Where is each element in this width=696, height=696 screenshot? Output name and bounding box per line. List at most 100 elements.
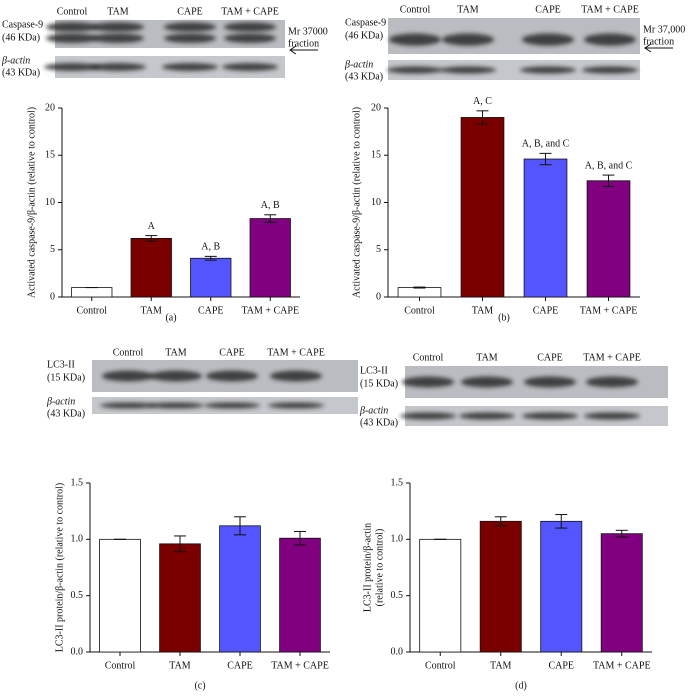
x-tick-label: CAPE <box>227 660 253 671</box>
annotation: A, B, and C <box>522 139 570 150</box>
bar <box>479 520 522 653</box>
blot-label: (43 KDa) <box>2 67 40 78</box>
arrow <box>289 45 318 55</box>
error-bar <box>234 516 246 536</box>
blot-label: β-actin <box>1 55 30 66</box>
bar <box>419 538 462 653</box>
blot-band <box>92 33 144 43</box>
x-tick-label: TAM <box>490 660 512 671</box>
error-bar <box>494 516 507 527</box>
bar <box>190 257 232 298</box>
blot-band <box>148 402 204 409</box>
x-tick-label: Control <box>404 305 435 316</box>
y-axis-label: LC3-II protein/β-actin <box>362 523 373 612</box>
y-tick-label: 0.5 <box>71 590 84 601</box>
lane-label: TAM <box>165 347 187 358</box>
blot-band <box>44 63 100 71</box>
y-tick-label: 0.0 <box>71 646 84 657</box>
blot-label: β-actin <box>359 405 388 416</box>
bar <box>71 287 113 298</box>
y-tick-label: 0 <box>376 291 381 302</box>
lane-label: TAM + CAPE <box>583 352 641 363</box>
y-axis-label: LC3-II protein/β-actin (relative to cont… <box>54 483 65 652</box>
panel-label: (c) <box>194 680 205 691</box>
blot-band <box>459 412 515 420</box>
blot-band <box>586 376 638 388</box>
blot-band <box>224 33 276 43</box>
lane-label: TAM <box>107 6 129 17</box>
bar <box>586 180 631 298</box>
x-tick-label: Control <box>76 305 107 316</box>
error-bar <box>294 530 306 546</box>
blot-band <box>150 370 202 382</box>
error-bar <box>615 529 628 538</box>
blot-label: Caspase-9 <box>2 19 43 30</box>
lane-label: Control <box>113 347 144 358</box>
blot-side-label: fraction <box>288 38 319 49</box>
bar <box>159 543 201 653</box>
blot-label: (43 KDa) <box>47 408 85 419</box>
lane-label: Control <box>413 352 444 363</box>
lane-label: TAM + CAPE <box>581 4 639 15</box>
blot-label: (46 KDa) <box>345 30 383 41</box>
blot-band <box>268 402 324 409</box>
blot-side-label: fraction <box>643 36 674 47</box>
blot-label: (43 KDa) <box>345 71 383 82</box>
blot-label: β-actin <box>344 59 373 70</box>
blot-band <box>100 402 156 409</box>
x-tick-label: Control <box>105 660 136 671</box>
y-tick-label: 10 <box>371 197 381 208</box>
blot-band <box>461 376 513 388</box>
error-bar <box>204 255 217 261</box>
annotation: A, B, and C <box>585 160 633 171</box>
blot-band <box>204 402 260 409</box>
blot-band <box>522 33 574 46</box>
blot-band <box>387 66 443 74</box>
blot-strip <box>388 60 640 80</box>
blot-band <box>164 22 216 32</box>
y-tick-label: 20 <box>45 102 55 113</box>
error-bar <box>145 235 158 242</box>
blot-band <box>224 22 276 32</box>
blot-label: (15 KDa) <box>360 378 398 389</box>
y-axis-label: Activated caspase-9/β-actin (relative to… <box>351 107 362 298</box>
blot-band <box>164 33 216 43</box>
blot-label: (43 KDa) <box>360 417 398 428</box>
y-tick-label: 5 <box>376 244 381 255</box>
blot-label: β-actin <box>46 396 75 407</box>
panel-label: (d) <box>515 680 527 691</box>
blot-band <box>206 370 258 382</box>
error-bar <box>555 514 568 529</box>
x-tick-label: TAM + CAPE <box>593 660 651 671</box>
lane-label: Control <box>57 6 88 17</box>
lane-label: TAM + CAPE <box>267 347 325 358</box>
y-tick-label: 0.5 <box>391 590 404 601</box>
x-tick-label: TAM + CAPE <box>241 305 299 316</box>
x-tick-label: CAPE <box>533 305 559 316</box>
lane-label: CAPE <box>537 352 563 363</box>
y-tick-label: 15 <box>45 150 55 161</box>
blot-band <box>524 376 576 388</box>
bar <box>523 158 568 298</box>
lane-label: TAM <box>476 352 498 363</box>
blot-band <box>584 33 636 46</box>
bar <box>99 538 141 653</box>
bar <box>249 218 291 298</box>
blot-side-label: Mr 37,000 <box>643 24 685 35</box>
blot-band <box>90 63 146 71</box>
blot-band <box>92 22 144 32</box>
y-tick-label: 5 <box>50 244 55 255</box>
blot-band <box>584 412 640 420</box>
blot-band <box>442 33 494 46</box>
blot-band <box>222 63 278 71</box>
blot-side-label: Mr 37000 <box>288 26 328 37</box>
bar <box>219 525 261 653</box>
blot-label: Caspase-9 <box>345 17 386 28</box>
y-tick-label: 15 <box>371 150 381 161</box>
y-tick-label: 20 <box>371 102 381 113</box>
bar <box>279 537 321 653</box>
bar <box>600 533 643 653</box>
y-tick-label: 1.0 <box>391 534 404 545</box>
